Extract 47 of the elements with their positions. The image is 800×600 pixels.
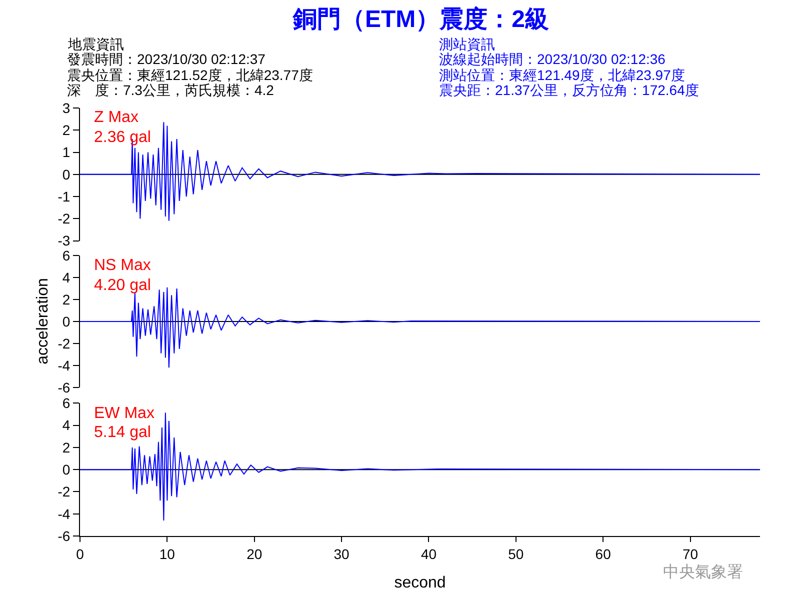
y-tick-label: 6 xyxy=(62,395,70,412)
text: 發震時間：2023/10/30 02:12:37 xyxy=(67,51,266,67)
y-tick-label: 0 xyxy=(62,461,70,478)
y-tick-label: 3 xyxy=(62,100,70,116)
text: 震央距：21.37公里，反方位角：172.64度 xyxy=(439,82,699,98)
x-axis-title: second xyxy=(394,574,446,592)
y-tick-label: 2 xyxy=(62,439,70,456)
annotation: 2.36 gal xyxy=(94,129,151,146)
y-tick-label: 2 xyxy=(62,291,70,308)
annotation: EW Max xyxy=(94,405,154,422)
y-tick-label: 6 xyxy=(62,247,70,264)
y-tick-label: 4 xyxy=(62,269,70,286)
x-tick-label: 40 xyxy=(420,546,437,562)
text: 中央氣象署 xyxy=(663,563,743,581)
y-tick-label: -6 xyxy=(58,379,70,396)
text: 深 度：7.3公里，芮氏規模：4.2 xyxy=(67,82,274,98)
y-tick-label: -4 xyxy=(58,506,70,522)
x-tick-label: 20 xyxy=(246,546,262,562)
y-tick-label: 0 xyxy=(62,313,70,330)
y-tick-label: 4 xyxy=(62,417,70,434)
x-tick-label: 10 xyxy=(159,546,176,562)
x-tick-label: 50 xyxy=(508,546,524,562)
y-tick-label: -3 xyxy=(58,232,70,249)
y-tick-label: -2 xyxy=(58,335,70,352)
y-tick-label: 1 xyxy=(62,144,70,160)
text: 測站資訊 xyxy=(439,36,495,52)
text: 地震資訊 xyxy=(67,36,124,52)
y-tick-label: 0 xyxy=(62,166,70,182)
annotation: Z Max xyxy=(94,109,138,126)
y-tick-label: 2 xyxy=(62,122,70,138)
y-axis-title: acceleration xyxy=(34,278,52,364)
text: 測站位置：東經121.49度，北緯23.97度 xyxy=(439,67,685,83)
annotation: 4.20 gal xyxy=(94,277,151,294)
x-tick-label: 70 xyxy=(682,546,698,562)
y-tick-label: -2 xyxy=(58,210,70,227)
x-tick-label: 0 xyxy=(76,546,84,562)
text: 波線起始時間：2023/10/30 02:12:36 xyxy=(439,51,666,67)
annotation: NS Max xyxy=(94,257,151,274)
y-tick-label: -1 xyxy=(58,188,70,204)
y-tick-label: -6 xyxy=(58,528,70,544)
chart-title: 銅門（ETM）震度：2級 xyxy=(292,6,550,33)
annotation: 5.14 gal xyxy=(94,424,151,441)
x-tick-label: 60 xyxy=(595,546,612,562)
y-tick-label: -4 xyxy=(58,357,70,374)
y-tick-label: -2 xyxy=(58,484,70,500)
x-tick-label: 30 xyxy=(334,546,350,562)
text: 震央位置：東經121.52度，北緯23.77度 xyxy=(67,67,313,83)
